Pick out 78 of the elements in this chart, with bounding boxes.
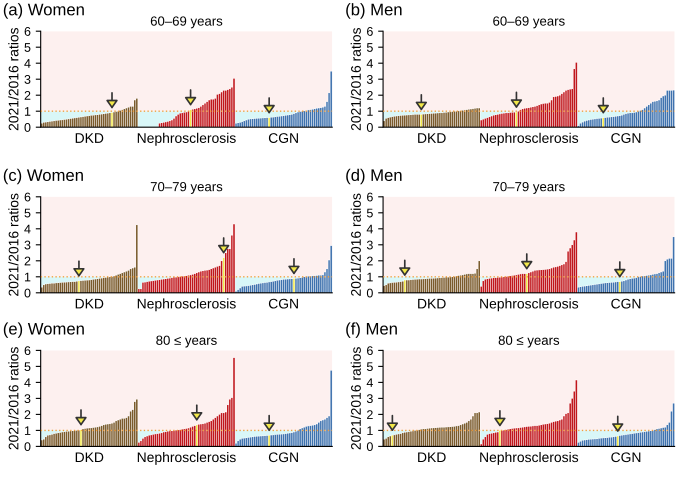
y-tick-label: 0 — [366, 123, 373, 132]
y-tick-label: 5 — [366, 208, 373, 218]
y-tick-label: 3 — [366, 240, 373, 250]
y-tick-label: 3 — [24, 75, 30, 84]
chart-title: (e) Women — [4, 322, 84, 338]
y-tick-label: 2 — [24, 410, 30, 419]
x-tick-label: DKD — [418, 298, 446, 308]
y-axis-title: 2021/2016 ratios — [350, 347, 361, 450]
y-tick-label: 6 — [367, 346, 373, 356]
y-tick-label: 6 — [367, 27, 373, 36]
chart-subtitle: 70–79 years — [493, 182, 565, 194]
chart-title: (d) Men — [346, 168, 402, 184]
y-tick-label: 5 — [24, 43, 30, 52]
chart-subtitle: 80 ≤ years — [498, 336, 560, 348]
y-axis-title: 2021/2016 ratios — [8, 28, 18, 130]
chart-title: (b) Men — [346, 3, 402, 19]
x-tick-label: CGN — [268, 298, 298, 309]
x-tick-label: Nephrosclerosis — [138, 132, 236, 146]
y-tick-label: 6 — [24, 346, 30, 356]
y-tick-label: 2 — [24, 91, 30, 100]
y-tick-label: 6 — [24, 192, 30, 202]
x-tick-label: Nephrosclerosis — [480, 298, 578, 312]
x-tick-label: Nephrosclerosis — [138, 452, 236, 465]
y-tick-label: 1 — [24, 272, 30, 282]
x-tick-label: DKD — [418, 133, 446, 143]
y-tick-label: 1 — [24, 426, 30, 435]
y-tick-label: 3 — [366, 75, 373, 84]
y-axis-title: 2021/2016 ratios — [8, 347, 18, 450]
y-tick-label: 4 — [24, 59, 31, 68]
chart-title: (a) Women — [4, 3, 84, 19]
y-tick-label: 3 — [366, 394, 373, 404]
y-tick-label: 1 — [367, 107, 373, 116]
y-tick-label: 0 — [24, 442, 30, 452]
chart-subtitle: 60–69 years — [493, 16, 565, 28]
y-tick-label: 4 — [366, 224, 373, 234]
x-tick-label: DKD — [76, 133, 104, 143]
y-tick-label: 6 — [24, 27, 30, 36]
y-tick-label: 0 — [24, 288, 30, 298]
y-tick-label: 2 — [367, 256, 373, 266]
x-tick-label: Nephrosclerosis — [138, 298, 236, 312]
chart-subtitle: 60–69 years — [150, 16, 222, 28]
y-tick-label: 6 — [367, 192, 373, 202]
chart-title: (f) Men — [346, 322, 397, 338]
y-tick-label: 5 — [24, 208, 30, 218]
y-tick-label: 4 — [366, 378, 373, 387]
y-tick-label: 0 — [366, 288, 373, 298]
x-tick-label: CGN — [611, 298, 640, 309]
chart-title: (c) Women — [4, 168, 83, 184]
y-tick-label: 0 — [24, 123, 30, 132]
x-tick-label: CGN — [611, 133, 640, 143]
x-tick-label: CGN — [268, 133, 298, 143]
y-tick-label: 1 — [367, 426, 373, 435]
x-tick-label: CGN — [268, 452, 298, 462]
y-tick-label: 2 — [24, 256, 30, 266]
y-tick-label: 3 — [24, 394, 30, 404]
y-tick-label: 5 — [366, 43, 373, 52]
x-tick-label: Nephrosclerosis — [480, 132, 578, 146]
y-tick-label: 4 — [24, 378, 31, 387]
x-tick-label: DKD — [76, 452, 104, 462]
y-tick-label: 4 — [24, 224, 31, 234]
y-tick-label: 5 — [24, 362, 30, 372]
y-axis-title: 2021/2016 ratios — [350, 194, 361, 296]
x-tick-label: DKD — [76, 298, 104, 308]
y-axis-title: 2021/2016 ratios — [350, 28, 361, 130]
y-tick-label: 2 — [367, 410, 373, 419]
y-axis-title: 2021/2016 ratios — [8, 194, 18, 296]
chart-subtitle: 80 ≤ years — [156, 336, 217, 348]
y-tick-label: 5 — [366, 362, 373, 372]
x-tick-label: Nephrosclerosis — [480, 452, 578, 465]
y-tick-label: 1 — [367, 272, 373, 282]
y-tick-label: 4 — [366, 59, 373, 68]
x-tick-label: CGN — [611, 452, 640, 462]
y-tick-label: 3 — [24, 240, 30, 250]
y-tick-label: 1 — [24, 107, 30, 116]
y-tick-label: 0 — [366, 442, 373, 452]
y-tick-label: 2 — [367, 91, 373, 100]
x-tick-label: DKD — [418, 452, 446, 462]
chart-subtitle: 70–79 years — [150, 182, 222, 194]
